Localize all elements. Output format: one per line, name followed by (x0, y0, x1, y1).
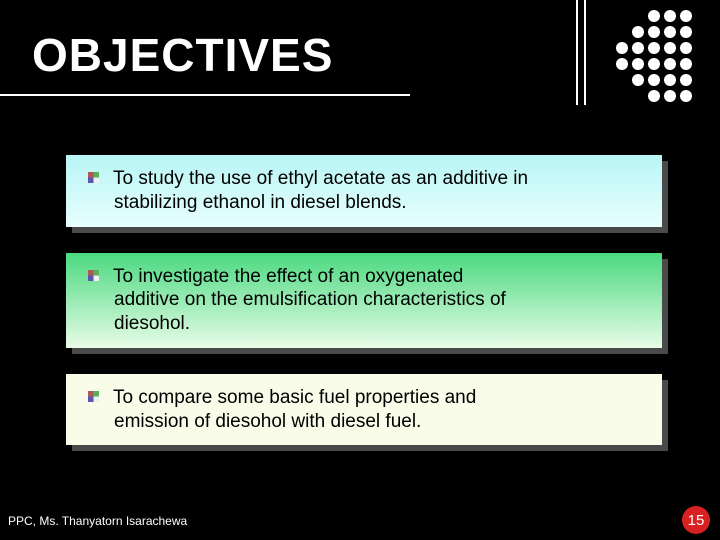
bullet-icon (88, 172, 99, 183)
decor-dot (664, 26, 676, 38)
decor-dot (664, 10, 676, 22)
title-underline (0, 94, 410, 96)
decor-dot (600, 74, 612, 86)
slide-title: OBJECTIVES (32, 28, 333, 82)
decor-dot (616, 26, 628, 38)
decor-dot (600, 26, 612, 38)
decor-dot (648, 10, 660, 22)
objectives-list: To study the use of ethyl acetate as an … (66, 155, 662, 471)
decor-dot (680, 74, 692, 86)
footer-credit: PPC, Ms. Thanyatorn Isarachewa (8, 514, 187, 528)
objective-text: diesohol. (114, 312, 640, 336)
decor-dot (680, 90, 692, 102)
decor-dot (600, 90, 612, 102)
decor-dot-grid (600, 10, 692, 102)
decor-dot (680, 58, 692, 70)
decor-dot (616, 90, 628, 102)
decor-dot (648, 26, 660, 38)
decor-dot (632, 74, 644, 86)
decor-dot (632, 26, 644, 38)
decor-dot (664, 58, 676, 70)
objective-item: To investigate the effect of an oxygenat… (66, 253, 662, 348)
decor-dot (648, 74, 660, 86)
objective-text: additive on the emulsification character… (114, 288, 640, 312)
objective-item: To compare some basic fuel properties an… (66, 374, 662, 446)
decor-dot (664, 42, 676, 54)
decor-dot (616, 42, 628, 54)
objective-text: To investigate the effect of an oxygenat… (113, 266, 463, 287)
decor-vbar (584, 0, 586, 105)
decor-dot (600, 10, 612, 22)
bullet-icon (88, 391, 99, 402)
decor-dot (632, 90, 644, 102)
objective-text: To compare some basic fuel properties an… (113, 387, 476, 408)
decor-dot (680, 26, 692, 38)
decor-dot (600, 58, 612, 70)
decor-dot (648, 90, 660, 102)
objective-content: To investigate the effect of an oxygenat… (66, 253, 662, 348)
decor-dot (632, 10, 644, 22)
page-number-badge: 15 (682, 506, 710, 534)
objective-item: To study the use of ethyl acetate as an … (66, 155, 662, 227)
decor-dot (616, 74, 628, 86)
objective-content: To study the use of ethyl acetate as an … (66, 155, 662, 227)
decor-dot (616, 58, 628, 70)
decor-dot (664, 90, 676, 102)
decor-vbar (576, 0, 578, 105)
objective-text: emission of diesohol with diesel fuel. (114, 410, 640, 434)
decor-dot (648, 58, 660, 70)
decor-dot (616, 10, 628, 22)
bullet-icon (88, 270, 99, 281)
decor-dot (664, 74, 676, 86)
decor-dot (680, 42, 692, 54)
decor-dot (680, 10, 692, 22)
objective-content: To compare some basic fuel properties an… (66, 374, 662, 446)
objective-text: To study the use of ethyl acetate as an … (113, 168, 528, 189)
objective-text: stabilizing ethanol in diesel blends. (114, 191, 640, 215)
decor-dot (632, 58, 644, 70)
decor-dot (600, 42, 612, 54)
decor-dot (648, 42, 660, 54)
decor-dot (632, 42, 644, 54)
